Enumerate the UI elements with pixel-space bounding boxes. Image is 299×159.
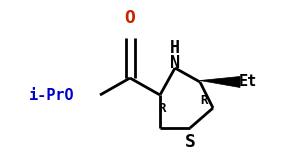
Text: O: O <box>125 9 135 27</box>
Polygon shape <box>200 76 240 87</box>
Text: R: R <box>158 101 166 114</box>
Text: R: R <box>200 93 208 107</box>
Text: Et: Et <box>239 75 257 90</box>
Text: i-PrO: i-PrO <box>29 87 75 103</box>
Text: N: N <box>170 54 180 72</box>
Text: S: S <box>184 133 196 151</box>
Text: H: H <box>170 39 180 57</box>
